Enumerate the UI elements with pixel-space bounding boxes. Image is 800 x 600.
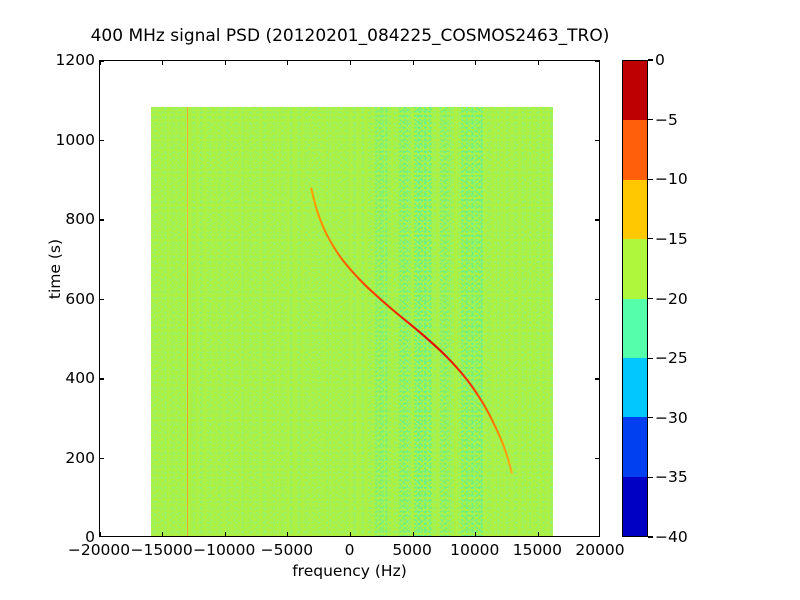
x-axis-tick (100, 532, 101, 536)
x-axis-label: frequency (Hz) (292, 562, 407, 580)
x-axis-tick (475, 61, 477, 65)
page-title: 400 MHz signal PSD (20120201_084225_COSM… (90, 26, 610, 46)
carrier-line (186, 106, 189, 536)
psd-noise-band (398, 106, 410, 536)
psd-noise-band (440, 106, 452, 536)
colorbar-band (623, 417, 647, 477)
colorbar-tick (648, 476, 653, 478)
colorbar-tick (648, 238, 653, 240)
x-axis-tick (162, 61, 164, 65)
y-axis-tick (100, 61, 104, 62)
colorbar-band (623, 298, 647, 358)
y-axis-label: time (s) (46, 238, 64, 300)
x-tick-label: 20000 (575, 541, 625, 559)
x-axis-tick (349, 532, 352, 536)
x-axis-tick (100, 61, 101, 65)
spectrogram-image (151, 106, 554, 536)
y-axis-tick (595, 378, 599, 380)
x-axis-tick (162, 532, 164, 536)
x-axis-tick (475, 532, 477, 536)
x-axis-tick (349, 61, 352, 65)
x-axis-tick (287, 532, 289, 536)
y-axis-tick (100, 219, 104, 221)
y-axis-tick (595, 219, 599, 221)
colorbar-tick (648, 119, 653, 121)
colorbar-band (623, 61, 647, 121)
colorbar-tick-label: −30 (655, 408, 688, 427)
psd-background-layer (151, 106, 554, 536)
y-tick-label: 1000 (55, 130, 95, 149)
y-axis-tick (100, 298, 104, 301)
y-axis-tick (595, 298, 599, 301)
colorbar-tick (648, 357, 653, 359)
y-tick-label: 200 (65, 448, 95, 467)
colorbar-band (623, 239, 647, 299)
x-tick-label: 10000 (450, 541, 500, 559)
colorbar-tick-label: −20 (655, 289, 688, 308)
colorbar-tick (648, 178, 653, 180)
x-tick-label: −5000 (260, 541, 314, 559)
colorbar-tick (648, 59, 653, 61)
colorbar-tick-label: −40 (655, 528, 688, 546)
colorbar[interactable] (622, 60, 648, 537)
y-axis-tick (100, 457, 104, 460)
colorbar-tick-label: −10 (655, 170, 688, 189)
x-axis-tick (224, 61, 226, 65)
y-axis-tick (595, 457, 599, 460)
x-tick-label: 0 (344, 541, 355, 559)
colorbar-band (623, 179, 647, 240)
psd-noise-layer (151, 106, 554, 536)
x-axis-tick (412, 61, 414, 65)
y-tick-label: 400 (65, 369, 95, 387)
psd-noise-band (374, 106, 389, 536)
y-tick-label: 0 (85, 528, 95, 546)
x-axis-tick (537, 532, 539, 536)
y-axis-tick (100, 139, 104, 142)
colorbar-band (623, 357, 647, 418)
x-tick-label: 15000 (512, 541, 563, 559)
x-tick-label: −20000 (67, 541, 131, 559)
x-axis-tick (287, 61, 289, 65)
x-axis-tick (537, 61, 539, 65)
colorbar-tick-label: 0 (655, 51, 665, 69)
x-axis-tick (412, 532, 414, 536)
colorbar-tick (648, 536, 653, 538)
y-tick-label: 600 (65, 289, 95, 308)
y-axis-tick (595, 139, 599, 142)
x-axis-tick (224, 532, 226, 536)
plot-area[interactable] (99, 60, 600, 537)
colorbar-tick (648, 417, 653, 419)
colorbar-band (623, 120, 647, 180)
colorbar-tick-label: −15 (655, 229, 688, 248)
colorbar-band (623, 476, 647, 536)
x-tick-label: −10000 (193, 541, 256, 559)
colorbar-tick-label: −25 (655, 349, 688, 368)
y-axis-tick (595, 61, 599, 62)
x-tick-label: −15000 (130, 541, 193, 559)
psd-noise-band (461, 106, 483, 536)
colorbar-tick (648, 297, 653, 300)
doppler-drift-track (310, 187, 514, 474)
colorbar-tick-label: −35 (655, 468, 688, 487)
x-tick-label: 5000 (392, 541, 432, 559)
y-tick-label: 800 (65, 210, 95, 228)
y-axis-tick (100, 378, 104, 380)
psd-noise-band (414, 106, 432, 536)
y-tick-label: 1200 (55, 51, 95, 69)
colorbar-tick-label: −5 (655, 110, 678, 129)
